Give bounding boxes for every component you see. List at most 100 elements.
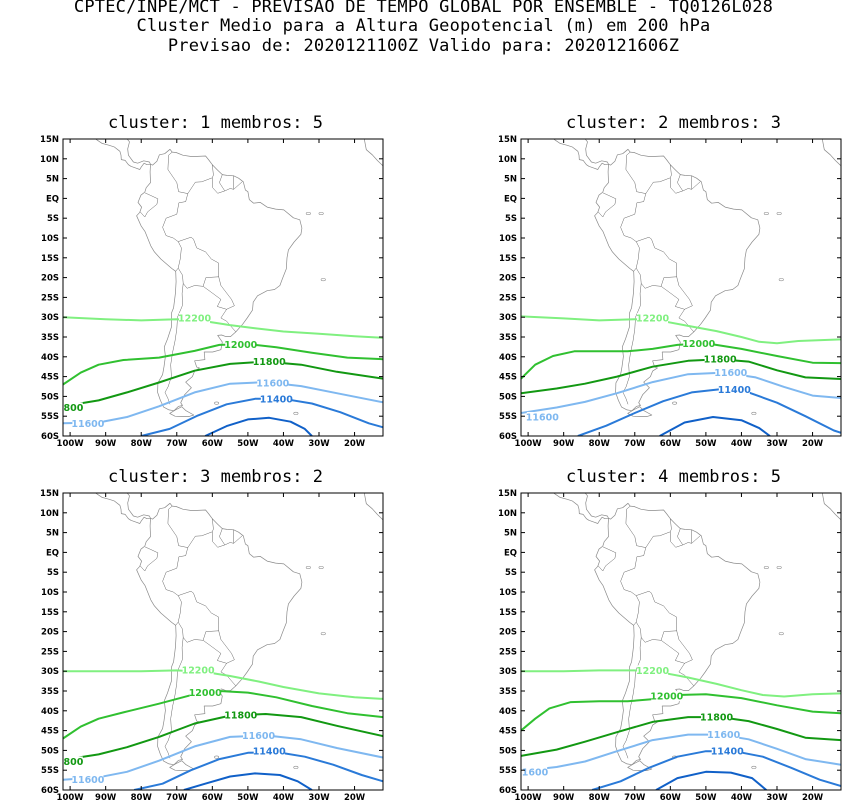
lon-label: 60W	[202, 439, 224, 449]
island	[751, 765, 757, 769]
contour-label-11600: 11600	[526, 412, 559, 423]
country-border	[175, 595, 182, 626]
country-border	[633, 595, 640, 626]
panel-title: cluster: 2 membros: 3	[566, 113, 781, 133]
island	[778, 632, 784, 636]
lat-label: 5S	[47, 568, 59, 578]
contour-label-bg	[701, 712, 733, 723]
contour-11600	[521, 733, 841, 772]
coastline-south-america	[136, 148, 303, 412]
island	[320, 278, 326, 282]
lon-label: 40W	[731, 439, 753, 449]
lat-label: 25S	[499, 647, 517, 657]
lat-label: 10S	[499, 588, 517, 598]
country-border	[620, 193, 646, 242]
lon-label: 100W	[57, 439, 85, 449]
country-border	[636, 621, 646, 643]
island	[751, 411, 757, 415]
map-frame	[62, 138, 384, 437]
coastline-cuba	[124, 107, 162, 119]
contour-label-bg	[63, 402, 83, 413]
contour-label-bg	[526, 411, 558, 422]
lat-label: 15N	[40, 135, 59, 145]
country-border	[219, 528, 225, 546]
country-border	[162, 547, 188, 596]
lon-label: 60W	[660, 793, 682, 803]
country-border	[175, 241, 182, 272]
coastline-jamaica	[605, 126, 612, 128]
contour-label-12000: 12000	[189, 688, 222, 699]
contour-11600	[63, 734, 383, 781]
lat-label: 45S	[41, 373, 59, 383]
contour-label-bg	[651, 691, 683, 702]
map-1: 12200 12000 11800 1800 11600 11600 11400 15N 10N…	[40, 107, 384, 449]
island	[320, 632, 326, 636]
lon-label: 90W	[553, 793, 575, 803]
lat-label: 5N	[504, 175, 517, 185]
lat-label: 15N	[498, 135, 517, 145]
coastline-cuba	[582, 461, 620, 473]
contour-label-11600: 11600	[515, 767, 548, 778]
contour-label-12200: 12200	[636, 313, 669, 324]
contour-label-bg	[637, 312, 669, 323]
contour-label-12200: 12200	[182, 666, 215, 677]
lat-label: EQ	[46, 548, 59, 558]
contour-12000	[63, 343, 383, 386]
contour-label-11400: 11400	[253, 747, 286, 758]
coastline-south-america	[594, 502, 761, 766]
figure-title-line-3: Previsao de: 2020121100Z Valido para: 20…	[167, 36, 680, 56]
lon-label: 70W	[166, 793, 188, 803]
contour-11400	[577, 388, 841, 436]
contour-label-11800: 1800	[57, 403, 84, 414]
map-frame	[520, 492, 842, 791]
lat-label: 45S	[41, 727, 59, 737]
lon-label: 50W	[695, 439, 717, 449]
contour-label-11600: 11600	[256, 378, 289, 389]
lat-label: 15S	[499, 254, 517, 264]
contour-11800	[63, 713, 383, 761]
contour-label-bg	[179, 312, 211, 323]
lat-label: 15N	[498, 489, 517, 499]
contour-label-11600: 11600	[71, 419, 104, 430]
contour-11600	[63, 381, 383, 425]
lon-label: 30W	[766, 439, 788, 449]
lon-label: 80W	[131, 793, 153, 803]
coastline-south-america	[594, 148, 761, 412]
lon-label: 90W	[95, 439, 117, 449]
coastline-tierra-del-fuego	[169, 760, 195, 771]
island	[318, 211, 324, 215]
island	[318, 565, 324, 569]
coastline-central-america	[553, 493, 609, 524]
lat-label: 5N	[46, 175, 59, 185]
panel-title: cluster: 3 membros: 2	[108, 467, 323, 487]
contour-label-11800: 1800	[57, 757, 84, 768]
country-border	[622, 283, 642, 405]
lat-label: EQ	[504, 548, 517, 558]
country-border	[598, 546, 617, 572]
contour-label-11600: 11600	[714, 368, 747, 379]
country-border	[677, 528, 683, 546]
lat-label: 30S	[41, 313, 59, 323]
contour-label-11400: 11400	[260, 394, 293, 405]
country-border	[219, 174, 225, 192]
map-4: 12200 12000 11800 11600 11600 11400 15N 10N 5N EQ…	[498, 461, 842, 803]
country-border	[167, 505, 213, 548]
lat-label: 60S	[499, 786, 517, 796]
country-border	[677, 174, 683, 192]
contour-label-bg	[715, 367, 747, 378]
lon-label: 90W	[95, 793, 117, 803]
coastline-africa	[364, 139, 383, 167]
lon-label: 50W	[237, 793, 259, 803]
lat-label: 50S	[499, 392, 517, 402]
coastline-cuba	[582, 107, 620, 119]
contour-label-11800: 11800	[224, 710, 257, 721]
lat-label: 45S	[499, 373, 517, 383]
island	[293, 411, 299, 415]
lat-label: 55S	[499, 766, 517, 776]
contour-label-11800: 11800	[253, 357, 286, 368]
country-border	[202, 630, 219, 641]
contour-11800	[63, 360, 383, 408]
coastline-cuba	[124, 461, 162, 473]
island	[778, 278, 784, 282]
